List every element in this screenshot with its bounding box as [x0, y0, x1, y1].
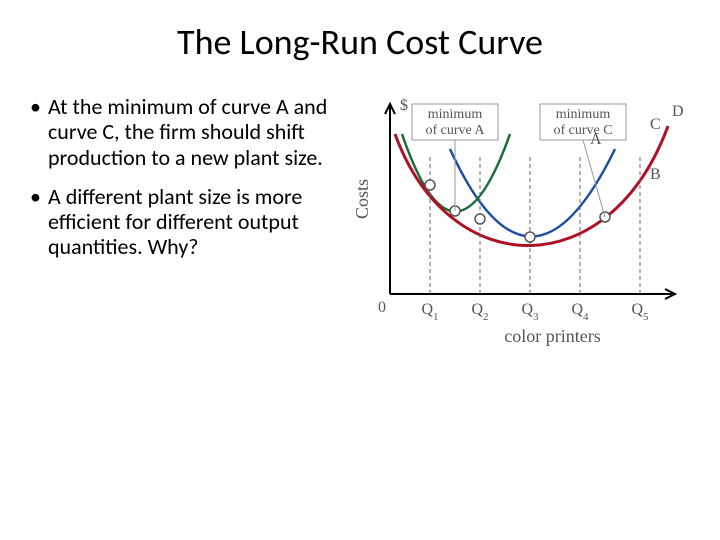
svg-text:minimum: minimum — [428, 107, 483, 122]
y-axis-label: Costs — [352, 179, 372, 219]
x-tick-label: Q2 — [471, 301, 488, 323]
bullet-list: At the minimum of curve A and curve C, t… — [30, 94, 330, 364]
bullet-item: A different plant size is more efficient… — [48, 184, 330, 260]
y-arrow-label: $ — [400, 97, 408, 114]
curve-label-c: C — [650, 116, 661, 133]
content-row: At the minimum of curve A and curve C, t… — [30, 94, 690, 364]
min-marker — [425, 180, 435, 190]
curve-label-b: B — [650, 166, 661, 183]
curve-b — [450, 149, 615, 237]
svg-text:of curve C: of curve C — [553, 123, 612, 138]
x-tick-label: Q5 — [631, 301, 649, 323]
origin-label: 0 — [378, 299, 386, 316]
curve-label-d: D — [672, 103, 684, 120]
curve-c — [395, 126, 668, 246]
svg-text:minimum: minimum — [556, 107, 611, 122]
bullet-item: At the minimum of curve A and curve C, t… — [48, 94, 330, 170]
svg-text:of curve A: of curve A — [425, 123, 485, 138]
curve-label-a: A — [590, 131, 602, 148]
min-marker — [475, 214, 485, 224]
x-tick-label: Q1 — [421, 301, 438, 323]
curve-a — [402, 134, 510, 212]
x-tick-label: Q3 — [521, 301, 539, 323]
cost-curve-chart: minimumof curve Aminimumof curve CABCDQ1… — [350, 94, 690, 364]
page-title: The Long-Run Cost Curve — [30, 20, 690, 64]
x-axis-label: color printers — [504, 326, 600, 346]
x-tick-label: Q4 — [571, 301, 589, 323]
min-marker — [525, 232, 535, 242]
